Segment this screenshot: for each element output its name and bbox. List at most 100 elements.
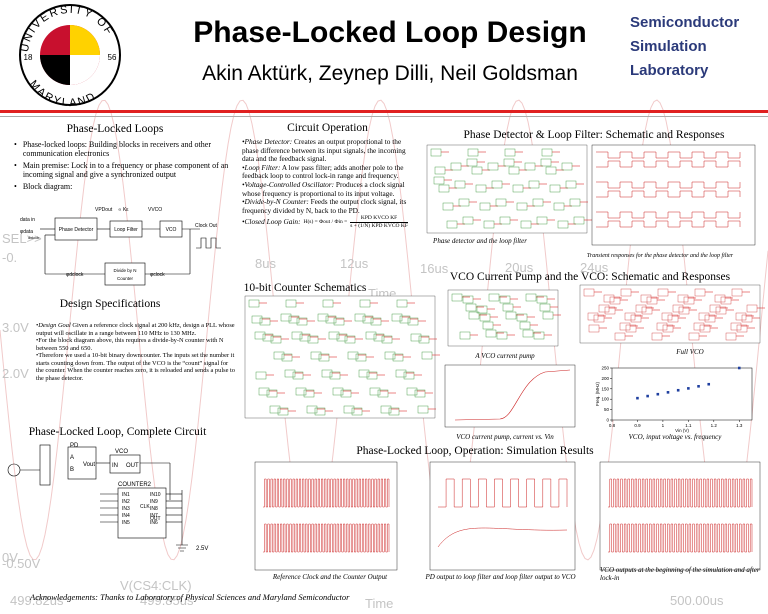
component xyxy=(704,314,716,323)
component xyxy=(399,315,411,324)
clock-icon xyxy=(196,237,221,249)
component xyxy=(258,387,270,396)
desc: Feeds the output clock signal, its frequ… xyxy=(242,197,407,215)
component xyxy=(609,296,621,305)
component xyxy=(504,148,516,157)
component xyxy=(525,293,537,302)
caption: VCO, input voltage vs. frequency xyxy=(628,433,722,441)
label: CLK xyxy=(140,504,150,510)
component xyxy=(366,371,378,380)
lab-name: Simulation xyxy=(630,38,707,55)
component xyxy=(454,180,466,189)
component xyxy=(656,322,668,331)
label: PD xyxy=(70,443,79,449)
component xyxy=(672,304,684,313)
component xyxy=(678,306,690,315)
component xyxy=(329,371,341,380)
y-tick-label: 150 xyxy=(601,386,609,391)
title: Phase-Locked Loop Design xyxy=(193,16,586,49)
item: •For the block diagram above, this requi… xyxy=(36,337,236,352)
component xyxy=(433,176,445,185)
component xyxy=(533,331,545,340)
component xyxy=(491,180,503,189)
component xyxy=(522,329,534,338)
component xyxy=(459,331,471,340)
component xyxy=(516,313,528,322)
component xyxy=(667,314,679,323)
component xyxy=(476,305,488,314)
component xyxy=(598,304,610,313)
component xyxy=(553,202,565,211)
component xyxy=(395,369,407,378)
component xyxy=(255,371,267,380)
background-label: 499.85us xyxy=(140,593,194,608)
label: VCO xyxy=(115,449,128,455)
plot xyxy=(429,461,576,571)
waveform xyxy=(596,181,741,189)
component xyxy=(661,312,673,321)
point xyxy=(666,391,670,394)
x-tick-label: 1 xyxy=(662,423,665,428)
component xyxy=(557,220,569,229)
component xyxy=(266,389,278,398)
y-tick-label: 200 xyxy=(601,376,609,381)
background-label: V(CS4:CLK) xyxy=(120,578,192,593)
gain: •Closed Loop Gain: H(s) = Φout / Φin = KP… xyxy=(242,215,417,229)
label: φdclock xyxy=(66,272,84,278)
component xyxy=(380,405,392,414)
component xyxy=(418,335,430,344)
component xyxy=(421,351,433,360)
component xyxy=(746,304,758,313)
label: φdata xyxy=(20,229,33,235)
component xyxy=(434,166,446,175)
component xyxy=(624,312,636,321)
operation-text: •Phase Detector: Creates an output propo… xyxy=(242,137,417,229)
label: IN3 xyxy=(122,506,130,512)
waveform xyxy=(596,190,741,198)
component xyxy=(688,332,700,341)
component xyxy=(619,322,631,331)
heading: Phase-Locked Loops xyxy=(66,123,164,135)
x-axis-label: Vin (V) xyxy=(675,428,689,433)
component xyxy=(273,351,285,360)
component xyxy=(373,333,385,342)
component xyxy=(369,387,381,396)
component xyxy=(640,294,652,303)
item: •Voltage-Controlled Oscillator: Produces… xyxy=(242,180,417,198)
component xyxy=(381,335,393,344)
label: IN4 xyxy=(122,513,130,519)
caption: VCO outputs at the beginning of the simu… xyxy=(600,566,760,582)
component xyxy=(495,198,507,207)
component xyxy=(365,331,377,340)
component xyxy=(520,220,532,229)
component xyxy=(693,322,705,331)
component xyxy=(314,407,326,416)
component xyxy=(536,216,548,225)
background-label: 12us xyxy=(340,256,369,271)
component xyxy=(641,306,653,315)
term: •Closed Loop Gain: xyxy=(242,217,301,227)
caption: PD output to loop filter and loop filter… xyxy=(425,573,576,581)
component xyxy=(333,317,345,326)
component xyxy=(322,299,334,308)
component xyxy=(307,335,319,344)
component xyxy=(479,313,491,322)
waveform xyxy=(596,220,741,228)
x-tick-label: 0.9 xyxy=(634,423,641,428)
component xyxy=(532,198,544,207)
header-rule xyxy=(0,110,768,113)
component xyxy=(483,220,495,229)
heading: VCO Current Pump and the VCO: Schematic … xyxy=(449,271,731,283)
waveform xyxy=(454,369,571,421)
waveform xyxy=(608,478,753,508)
component xyxy=(485,329,497,338)
component xyxy=(614,332,626,341)
denominator: s + (1/N) KPD KVCO KF xyxy=(350,222,408,229)
component xyxy=(542,311,554,320)
component xyxy=(505,311,517,320)
component xyxy=(569,198,581,207)
point xyxy=(737,366,741,370)
component xyxy=(458,198,470,207)
component xyxy=(519,321,531,330)
waveform xyxy=(608,523,753,553)
